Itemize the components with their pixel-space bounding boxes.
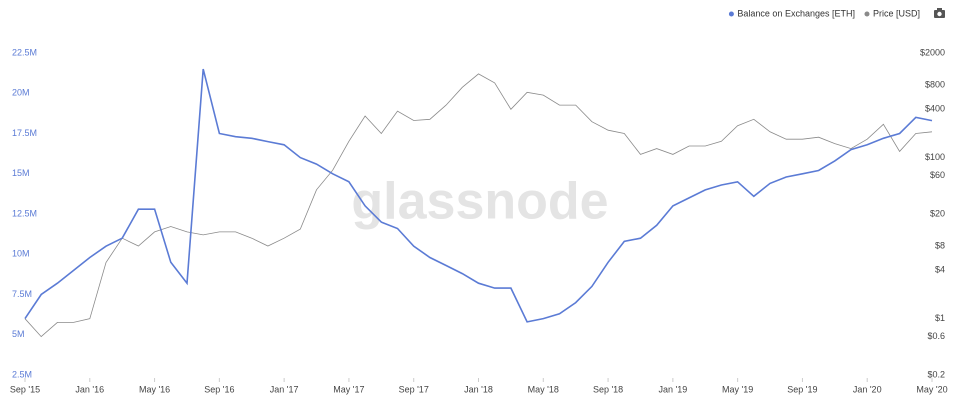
y2-tick-label: $2000: [920, 47, 945, 57]
y2-tick-label: $800: [925, 79, 945, 89]
y-tick-label: 12.5M: [12, 208, 37, 218]
y-tick-label: 20M: [12, 88, 30, 98]
y2-tick-label: $60: [930, 170, 945, 180]
legend-dot: [728, 11, 734, 17]
y2-tick-label: $20: [930, 208, 945, 218]
x-tick-label: Sep '18: [593, 384, 623, 394]
x-tick-label: Sep '19: [787, 384, 817, 394]
legend-dot: [864, 11, 870, 17]
y-tick-label: 17.5M: [12, 128, 37, 138]
x-tick-label: May '20: [916, 384, 947, 394]
y2-tick-label: $4: [935, 265, 945, 275]
x-tick-label: May '17: [333, 384, 364, 394]
x-tick-label: Jan '17: [270, 384, 299, 394]
x-tick-label: Jan '16: [75, 384, 104, 394]
watermark: glassnode: [351, 173, 608, 231]
legend-item[interactable]: Balance on Exchanges [ETH]: [728, 8, 855, 18]
y2-tick-label: $400: [925, 104, 945, 114]
y-tick-label: 22.5M: [12, 47, 37, 57]
y2-tick-label: $0.2: [927, 369, 945, 379]
x-tick-label: May '18: [528, 384, 559, 394]
y-tick-label: 10M: [12, 249, 30, 259]
camera-icon[interactable]: [934, 8, 945, 18]
y2-tick-label: $8: [935, 240, 945, 250]
y-tick-label: 7.5M: [12, 289, 32, 299]
y2-tick-label: $100: [925, 152, 945, 162]
legend-item[interactable]: Price [USD]: [864, 8, 920, 18]
legend-label: Price [USD]: [873, 8, 920, 18]
x-tick-label: Sep '15: [10, 384, 40, 394]
x-tick-label: Sep '17: [399, 384, 429, 394]
x-tick-label: Jan '20: [853, 384, 882, 394]
x-tick-label: Jan '18: [464, 384, 493, 394]
x-tick-label: Sep '16: [204, 384, 234, 394]
series-line: [24, 73, 933, 338]
y2-tick-label: $1: [935, 313, 945, 323]
y-tick-label: 5M: [12, 329, 25, 339]
y-tick-label: 2.5M: [12, 369, 32, 379]
series-line: [24, 68, 933, 323]
y-tick-label: 15M: [12, 168, 30, 178]
x-tick-label: May '16: [139, 384, 170, 394]
y2-tick-label: $0.6: [927, 331, 945, 341]
x-tick-label: Jan '19: [658, 384, 687, 394]
x-tick-label: May '19: [722, 384, 753, 394]
legend-label: Balance on Exchanges [ETH]: [737, 8, 855, 18]
